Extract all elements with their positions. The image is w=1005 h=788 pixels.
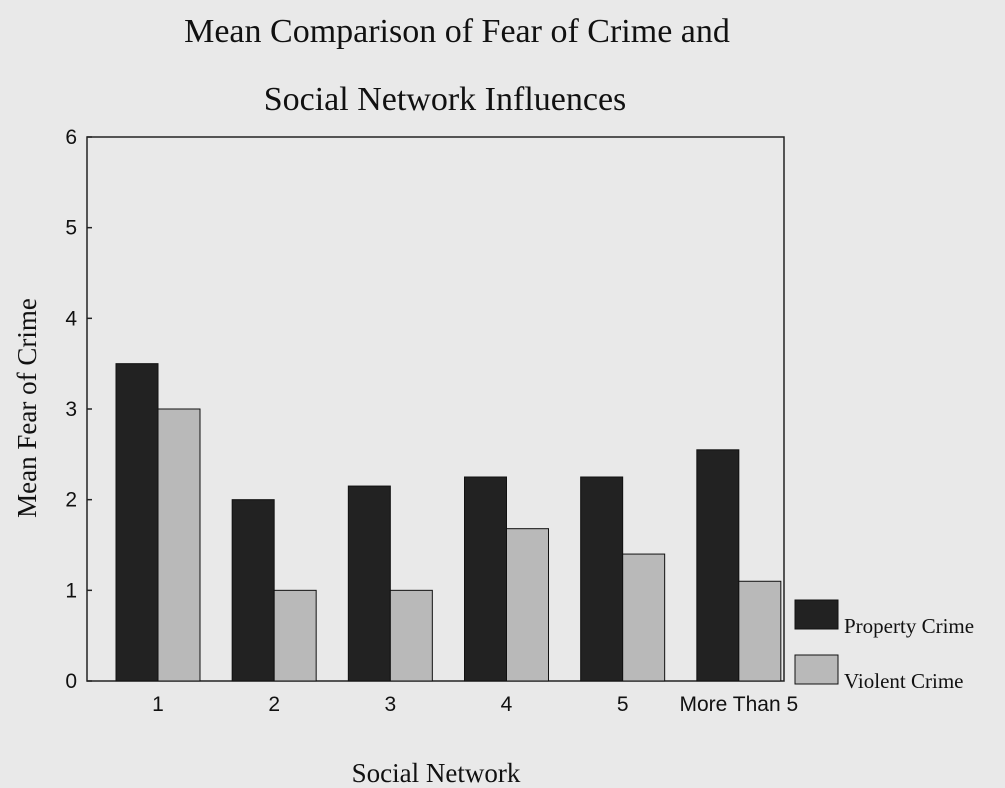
- bar-violent-crime: [157, 408, 201, 682]
- bars-group: [115, 363, 782, 682]
- bar-property-crime: [115, 363, 159, 682]
- y-tick-label: 5: [65, 217, 77, 240]
- bar-property-crime: [231, 499, 275, 682]
- chart-title-line-2: Social Network Influences: [264, 81, 627, 118]
- legend-label: Violent Crime: [844, 669, 963, 693]
- x-axis-ticks: 1 2 3 4 5 More Than 5: [152, 693, 798, 716]
- x-tick-label: 5: [617, 693, 629, 716]
- legend-swatch: [794, 654, 839, 685]
- x-tick-label: 2: [268, 693, 280, 716]
- chart-title-line-1: Mean Comparison of Fear of Crime and: [184, 13, 730, 50]
- x-tick-label: 3: [384, 693, 396, 716]
- bar-property-crime: [464, 476, 507, 682]
- bar-violent-crime: [738, 580, 782, 682]
- y-tick-label: 0: [65, 670, 77, 693]
- bar-property-crime: [696, 449, 740, 682]
- bar-property-crime: [347, 485, 391, 682]
- x-tick-label: More Than 5: [679, 693, 798, 716]
- legend: Property Crime Violent Crime: [794, 599, 974, 693]
- bar-violent-crime: [622, 553, 666, 682]
- bar-violent-crime: [273, 589, 317, 682]
- y-tick-label: 3: [65, 398, 77, 421]
- y-axis-ticks: 0 1 2 3 4 5 6: [65, 126, 92, 693]
- y-axis-label: Mean Fear of Crime: [12, 298, 42, 518]
- x-tick-label: 1: [152, 693, 164, 716]
- legend-swatch: [794, 599, 839, 630]
- y-tick-label: 6: [65, 126, 77, 149]
- legend-label: Property Crime: [844, 614, 974, 638]
- x-tick-label: 4: [501, 693, 513, 716]
- bar-violent-crime: [389, 589, 433, 682]
- y-tick-label: 2: [65, 489, 77, 512]
- bar-property-crime: [580, 476, 624, 682]
- x-axis-label: Social Network: [352, 758, 521, 788]
- y-tick-label: 1: [65, 579, 77, 602]
- y-tick-label: 4: [65, 307, 77, 330]
- bar-violent-crime: [506, 528, 549, 682]
